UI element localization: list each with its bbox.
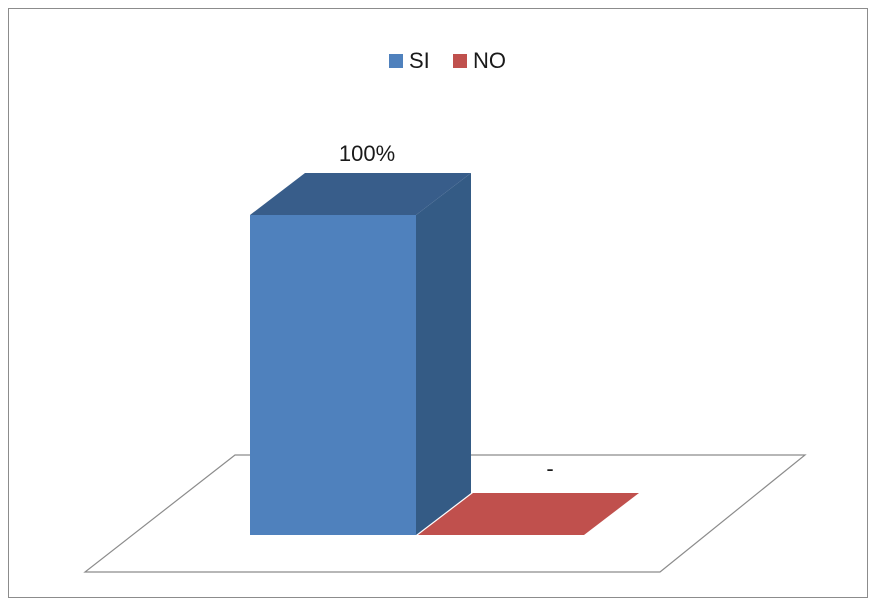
bar-si-top	[250, 173, 471, 215]
bar-si-front	[250, 215, 416, 535]
data-label-si: 100%	[339, 141, 395, 166]
legend-label-no: NO	[473, 48, 506, 73]
legend: SI NO	[389, 48, 506, 73]
bars-group	[250, 173, 639, 535]
legend-label-si: SI	[409, 48, 430, 73]
data-label-no: -	[546, 456, 553, 481]
bar-no-flat	[418, 493, 639, 535]
legend-swatch-no	[453, 54, 467, 68]
legend-swatch-si	[389, 54, 403, 68]
bar-si-side	[416, 173, 471, 535]
